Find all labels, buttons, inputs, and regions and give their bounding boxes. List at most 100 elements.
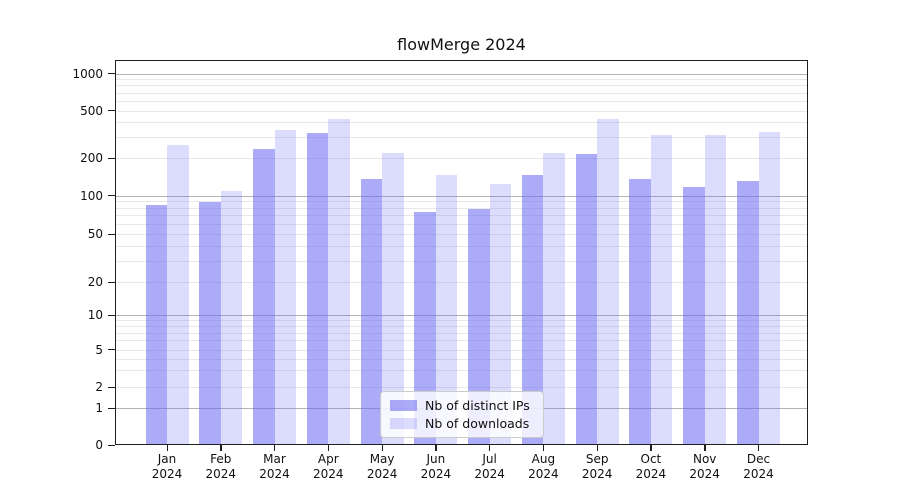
- gridline-minor: [116, 245, 807, 247]
- gridline-minor: [116, 110, 807, 112]
- bar-downloads-mar: [274, 129, 296, 444]
- gridline-major: [116, 315, 807, 316]
- bar-downloads-jan: [167, 144, 189, 444]
- bar-downloads-dec: [758, 132, 780, 444]
- legend-label-downloads: Nb of downloads: [425, 416, 530, 432]
- x-tick: [650, 445, 652, 451]
- bar-distinct-ips-aug: [521, 175, 544, 444]
- x-tick-year: 2024: [420, 467, 452, 481]
- bar-downloads-feb: [220, 191, 243, 444]
- bar-distinct-ips-oct: [629, 179, 651, 444]
- y-tick: [108, 281, 115, 283]
- x-tick: [542, 445, 545, 451]
- y-tick: [108, 444, 115, 446]
- gridline-minor: [116, 340, 807, 342]
- x-tick-month: Aug: [531, 452, 556, 466]
- x-tick: [704, 445, 706, 451]
- gridline-minor: [116, 79, 807, 81]
- bar-distinct-ips-may: [360, 179, 383, 444]
- x-tick: [489, 445, 491, 451]
- gridline-minor: [116, 223, 807, 225]
- legend-item-distinct-ips: Nb of distinct IPs: [390, 398, 534, 413]
- x-tick-label: Oct 2024: [619, 452, 683, 482]
- gridline-minor: [116, 320, 807, 322]
- x-tick: [220, 445, 222, 451]
- y-tick-label: 1: [95, 401, 103, 415]
- gridline-minor: [116, 100, 807, 102]
- bar-distinct-ips-jan: [145, 204, 167, 444]
- bar-downloads-aug: [543, 153, 565, 444]
- bar-downloads-sep: [597, 118, 619, 444]
- bar-distinct-ips-mar: [253, 148, 275, 444]
- bar-downloads-oct: [650, 134, 673, 444]
- x-tick-year: 2024: [151, 467, 183, 481]
- x-tick: [435, 445, 437, 451]
- x-tick-label: Jun 2024: [404, 452, 468, 482]
- bar-distinct-ips-feb: [199, 202, 221, 444]
- y-tick: [108, 314, 115, 316]
- x-tick-label: Jul 2024: [458, 452, 522, 482]
- gridline-minor: [116, 349, 807, 351]
- gridline-minor: [116, 215, 807, 217]
- y-tick-label: 10: [87, 308, 103, 322]
- x-tick-month: Mar: [263, 452, 286, 466]
- x-tick-label: Apr 2024: [296, 452, 360, 482]
- x-tick-label: Aug 2024: [511, 452, 575, 482]
- gridline-major: [116, 195, 807, 197]
- x-tick-year: 2024: [528, 467, 559, 481]
- y-tick-label: 50: [87, 227, 103, 241]
- legend-label-distinct-ips: Nb of distinct IPs: [425, 397, 530, 413]
- y-tick-label: 0: [95, 438, 103, 452]
- x-tick: [758, 445, 760, 451]
- x-tick-month: Apr: [317, 452, 339, 466]
- bar-downloads-jul: [489, 183, 512, 444]
- bar-distinct-ips-sep: [575, 153, 598, 444]
- x-tick: [381, 445, 383, 451]
- x-tick-year: 2024: [743, 467, 774, 481]
- bar-downloads-nov: [704, 134, 727, 444]
- x-tick-label: Jan 2024: [135, 452, 199, 482]
- gridline-minor: [116, 122, 807, 124]
- x-tick: [166, 445, 168, 451]
- y-tick: [108, 73, 115, 75]
- gridline-minor: [116, 234, 807, 235]
- y-tick: [108, 407, 115, 409]
- x-tick: [327, 445, 330, 451]
- x-tick-month: Jul: [482, 452, 497, 466]
- x-tick-month: Jan: [157, 452, 177, 466]
- y-tick-label: 1000: [72, 66, 103, 81]
- x-tick-year: 2024: [581, 467, 613, 481]
- x-tick-month: Sep: [585, 452, 609, 466]
- legend-item-downloads: Nb of downloads: [390, 416, 534, 431]
- gridline-minor: [116, 137, 807, 138]
- x-tick-year: 2024: [635, 467, 667, 481]
- legend: Nb of distinct IPs Nb of downloads: [380, 391, 544, 438]
- chart-title: flowMerge 2024: [397, 35, 526, 54]
- gridline-minor: [116, 370, 807, 372]
- y-tick: [108, 195, 115, 197]
- bar-distinct-ips-nov: [683, 187, 705, 444]
- x-tick-label: Nov 2024: [673, 452, 737, 482]
- x-tick-year: 2024: [689, 467, 720, 481]
- x-tick-month: Dec: [746, 452, 771, 466]
- x-tick: [596, 445, 599, 451]
- x-tick-month: Feb: [210, 452, 232, 466]
- gridline-minor: [116, 332, 807, 334]
- y-tick: [108, 233, 115, 235]
- y-tick: [108, 349, 115, 351]
- gridline-minor: [116, 260, 807, 262]
- x-tick-label: Sep 2024: [565, 452, 629, 482]
- bar-distinct-ips-apr: [306, 132, 329, 444]
- x-tick-year: 2024: [366, 467, 398, 481]
- y-tick-label: 200: [80, 151, 103, 165]
- x-tick-label: Feb 2024: [189, 452, 253, 482]
- x-tick: [274, 445, 276, 451]
- bar-distinct-ips-jun: [414, 211, 436, 444]
- gridline-minor: [116, 207, 807, 209]
- gridline-minor: [116, 201, 807, 203]
- x-tick-label: Dec 2024: [727, 452, 791, 482]
- y-tick-label: 20: [87, 275, 103, 289]
- gridline-minor: [116, 358, 807, 360]
- y-tick: [108, 110, 115, 112]
